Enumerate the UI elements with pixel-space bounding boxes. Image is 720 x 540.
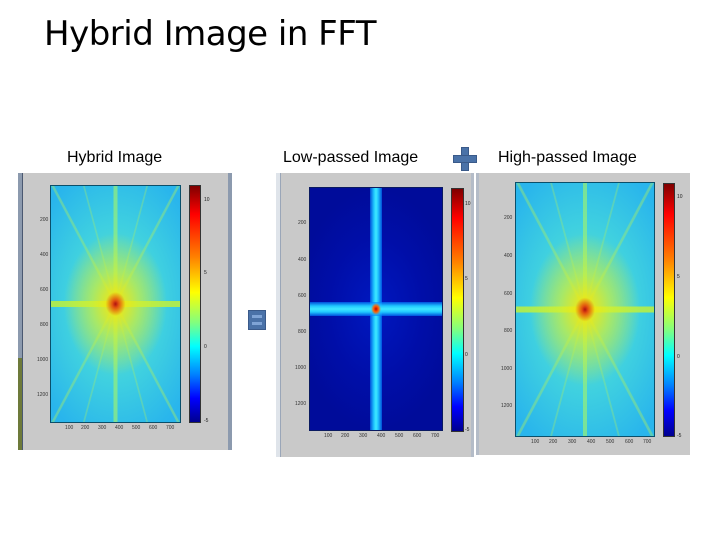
y-tick: 1200 <box>501 403 513 409</box>
window-edge-right <box>471 173 474 457</box>
x-tick: 700 <box>643 439 652 445</box>
slide-title: Hybrid Image in FFT <box>44 14 376 54</box>
window-edge-left <box>476 173 479 455</box>
hybrid-spectrum-plot <box>50 185 181 423</box>
window-edge-thumbnail <box>18 358 22 450</box>
panel-label-hybrid: Hybrid Image <box>67 149 163 166</box>
x-tick: 600 <box>625 439 634 445</box>
x-tick: 100 <box>65 425 74 431</box>
colorbar-tick: 0 <box>204 344 207 350</box>
y-tick: 1000 <box>295 365 307 371</box>
x-tick: 400 <box>115 425 124 431</box>
high-passed-figure-panel: 200 400 600 800 1000 1200 100 200 300 40… <box>476 173 690 455</box>
x-tick: 300 <box>359 433 368 439</box>
colorbar-tick: -5 <box>465 427 470 433</box>
y-tick: 800 <box>40 322 49 328</box>
x-tick: 100 <box>324 433 333 439</box>
colorbar-tick: 10 <box>677 194 683 200</box>
y-tick: 200 <box>504 215 513 221</box>
window-edge-line <box>280 173 281 457</box>
y-tick: 1000 <box>37 357 49 363</box>
panel-label-high-passed: High-passed Image <box>498 149 637 166</box>
x-tick: 400 <box>377 433 386 439</box>
equals-icon <box>248 310 266 330</box>
x-tick: 200 <box>81 425 90 431</box>
window-edge-left <box>18 173 22 450</box>
high-passed-colorbar <box>663 183 675 437</box>
plus-icon <box>453 147 477 171</box>
high-passed-spectrum-plot <box>515 182 655 437</box>
x-tick: 600 <box>149 425 158 431</box>
x-tick: 600 <box>413 433 422 439</box>
y-tick: 600 <box>298 293 307 299</box>
y-tick: 200 <box>40 217 49 223</box>
y-tick: 400 <box>298 257 307 263</box>
y-tick: 800 <box>298 329 307 335</box>
window-edge-line <box>22 173 23 450</box>
colorbar-tick: 0 <box>677 354 680 360</box>
x-tick: 300 <box>568 439 577 445</box>
low-passed-colorbar <box>451 188 464 432</box>
y-tick: 200 <box>298 220 307 226</box>
window-edge-right <box>228 173 232 450</box>
colorbar-tick: -5 <box>204 418 209 424</box>
hybrid-colorbar <box>189 185 201 423</box>
y-tick: 600 <box>40 287 49 293</box>
x-tick: 200 <box>549 439 558 445</box>
colorbar-tick: 10 <box>465 201 471 207</box>
x-tick: 500 <box>606 439 615 445</box>
x-tick: 300 <box>98 425 107 431</box>
x-tick: 200 <box>341 433 350 439</box>
colorbar-tick: 10 <box>204 197 210 203</box>
colorbar-tick: -5 <box>677 433 682 439</box>
colorbar-tick: 5 <box>465 276 468 282</box>
low-passed-figure-panel: 200 400 600 800 1000 1200 100 200 300 40… <box>276 173 474 457</box>
y-tick: 800 <box>504 328 513 334</box>
colorbar-tick: 5 <box>204 270 207 276</box>
x-tick: 100 <box>531 439 540 445</box>
x-tick: 700 <box>431 433 440 439</box>
colorbar-tick: 5 <box>677 274 680 280</box>
x-tick: 500 <box>132 425 141 431</box>
y-tick: 1200 <box>295 401 307 407</box>
y-tick: 1200 <box>37 392 49 398</box>
y-tick: 400 <box>504 253 513 259</box>
y-tick: 400 <box>40 252 49 258</box>
y-tick: 600 <box>504 291 513 297</box>
colorbar-tick: 0 <box>465 352 468 358</box>
x-tick: 700 <box>166 425 175 431</box>
y-tick: 1000 <box>501 366 513 372</box>
window-edge-left <box>276 173 280 457</box>
panel-label-low-passed: Low-passed Image <box>283 149 419 166</box>
x-tick: 400 <box>587 439 596 445</box>
hybrid-figure-panel: 200 400 600 800 1000 1200 100 200 300 40… <box>18 173 232 450</box>
low-passed-spectrum-plot <box>309 187 443 431</box>
x-tick: 500 <box>395 433 404 439</box>
